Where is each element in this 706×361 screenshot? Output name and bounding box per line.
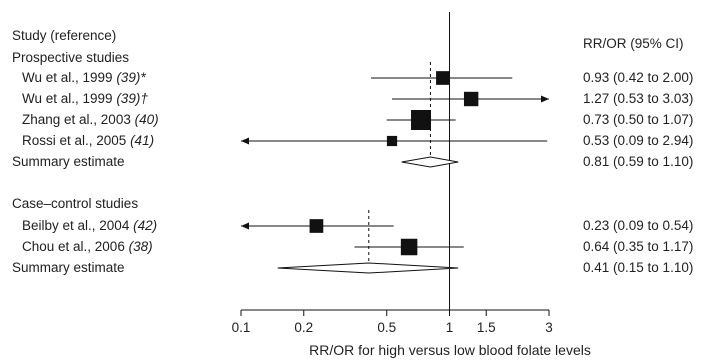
study-reference: (39) xyxy=(116,70,141,85)
x-tick-label: 1 xyxy=(445,320,454,335)
study-label: Chou et al., 2006 (38) xyxy=(22,239,153,255)
x-tick-label: 0.2 xyxy=(294,320,314,335)
group-title: Prospective studies xyxy=(12,50,130,65)
point-estimate-square xyxy=(463,91,479,107)
study-ci-text: 0.64 (0.35 to 1.17) xyxy=(583,239,694,254)
study-name: Wu et al., 1999 xyxy=(22,91,117,106)
study-reference: (38) xyxy=(128,239,153,254)
summary-label: Summary estimate xyxy=(12,260,125,275)
study-reference: (41) xyxy=(130,133,155,148)
study-reference: (39) xyxy=(116,91,141,106)
study-name: Zhang et al., 2003 xyxy=(22,112,135,127)
ci-arrow-right xyxy=(541,95,549,103)
summary-diamond xyxy=(277,262,459,274)
summary-label: Summary estimate xyxy=(12,154,125,169)
study-label: Zhang et al., 2003 (40) xyxy=(22,112,159,128)
study-label: Wu et al., 1999 (39)† xyxy=(22,91,148,107)
study-ci-text: 1.27 (0.53 to 3.03) xyxy=(583,91,694,106)
study-label: Beilby et al., 2004 (42) xyxy=(22,218,157,234)
study-reference: (40) xyxy=(134,112,159,127)
study-name: Chou et al., 2006 xyxy=(22,239,129,254)
x-tick-label: 0.5 xyxy=(377,320,397,335)
summary-diamond xyxy=(401,156,459,168)
point-estimate-square xyxy=(386,135,398,147)
study-mark: † xyxy=(140,91,148,106)
study-name: Beilby et al., 2004 xyxy=(22,218,134,233)
point-estimate-square xyxy=(309,219,324,233)
study-ci-text: 0.73 (0.50 to 1.07) xyxy=(583,112,694,127)
point-estimate-square xyxy=(400,238,418,256)
study-ci-text: 0.93 (0.42 to 2.00) xyxy=(583,70,694,85)
group-title: Case–control studies xyxy=(12,196,139,211)
study-label: Rossi et al., 2005 (41) xyxy=(22,133,154,149)
x-tick-label: 3 xyxy=(545,320,553,335)
column-header-study: Study (reference) xyxy=(12,28,117,43)
ci-arrow-left xyxy=(241,137,249,145)
study-mark: * xyxy=(140,70,146,85)
point-estimate-square xyxy=(411,110,432,130)
study-ci-text: 0.53 (0.09 to 2.94) xyxy=(583,133,694,148)
x-tick-label: 1.5 xyxy=(476,320,496,335)
study-label: Wu et al., 1999 (39)* xyxy=(22,70,146,86)
ci-arrow-left xyxy=(241,222,249,230)
x-axis-title: RR/OR for high versus low blood folate l… xyxy=(309,342,591,358)
summary-ci-text: 0.41 (0.15 to 1.10) xyxy=(583,260,694,275)
study-name: Wu et al., 1999 xyxy=(22,70,117,85)
study-reference: (42) xyxy=(133,218,158,233)
x-tick-label: 0.1 xyxy=(231,320,251,335)
study-name: Rossi et al., 2005 xyxy=(22,133,131,148)
study-ci-text: 0.23 (0.09 to 0.54) xyxy=(583,218,694,233)
point-estimate-square xyxy=(436,71,450,85)
column-header-rr: RR/OR (95% CI) xyxy=(583,36,684,51)
summary-ci-text: 0.81 (0.59 to 1.10) xyxy=(583,154,694,169)
